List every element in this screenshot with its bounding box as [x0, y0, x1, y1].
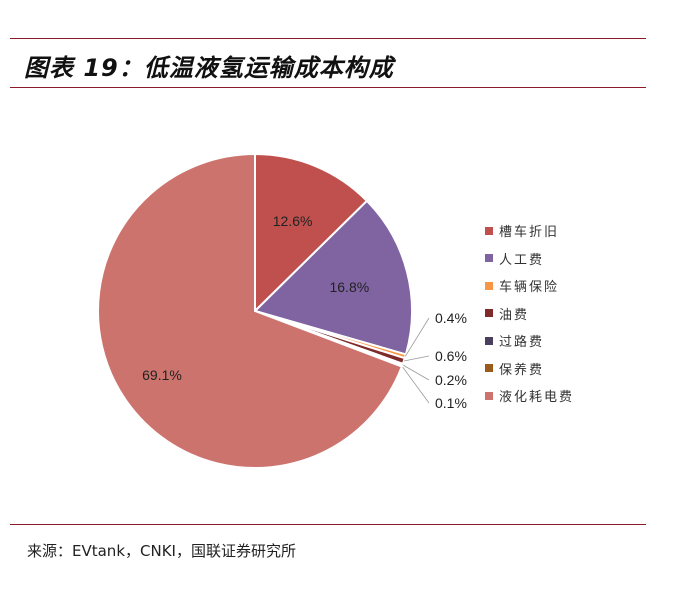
legend-swatch-3 [485, 281, 493, 290]
legend-swatch-5 [485, 336, 493, 345]
legend-swatch-4 [485, 309, 493, 318]
top-rule [10, 38, 646, 39]
legend-swatch-7 [485, 391, 493, 400]
legend-item-6: 保养费 [485, 355, 574, 383]
legend-label-1: 槽车折旧 [499, 225, 560, 241]
data-label-5: 0.2% [435, 372, 467, 388]
figure-title: 图表 19：低温液氢运输成本构成 [24, 54, 394, 82]
legend-item-3: 车辆保险 [485, 272, 574, 300]
data-label-1: 12.6% [273, 213, 313, 229]
chart-legend: 槽车折旧人工费车辆保险油费过路费保养费液化耗电费 [485, 217, 574, 410]
legend-label-7: 液化耗电费 [499, 390, 575, 406]
data-label-7: 69.1% [142, 367, 182, 383]
legend-swatch-1 [485, 226, 493, 235]
legend-label-2: 人工费 [499, 252, 545, 268]
legend-item-1: 槽车折旧 [485, 217, 574, 245]
source-note: 来源：EVtank，CNKI，国联证券研究所 [27, 542, 296, 560]
legend-swatch-2 [485, 254, 493, 263]
legend-item-7: 液化耗电费 [485, 382, 574, 410]
legend-label-6: 保养费 [499, 362, 545, 378]
pie-slice-7 [97, 152, 404, 469]
data-label-4: 0.6% [435, 348, 467, 364]
leader-line-6 [401, 365, 430, 404]
pie-slice-1 [254, 152, 369, 314]
legend-label-4: 油费 [499, 307, 530, 323]
leader-line-4 [403, 355, 430, 362]
pie-slice-2 [253, 199, 413, 356]
legend-item-5: 过路费 [485, 327, 574, 355]
legend-item-2: 人工费 [485, 245, 574, 273]
legend-item-4: 油费 [485, 300, 574, 328]
legend-label-5: 过路费 [499, 335, 545, 351]
data-label-6: 0.1% [435, 395, 467, 411]
bottom-rule [10, 524, 646, 525]
data-label-3: 0.4% [435, 310, 467, 326]
data-label-2: 16.8% [329, 279, 369, 295]
title-underline [10, 87, 646, 88]
leader-line-3 [404, 317, 430, 357]
legend-swatch-6 [485, 364, 493, 373]
leader-line-5 [402, 364, 430, 381]
legend-label-3: 车辆保险 [499, 280, 560, 296]
